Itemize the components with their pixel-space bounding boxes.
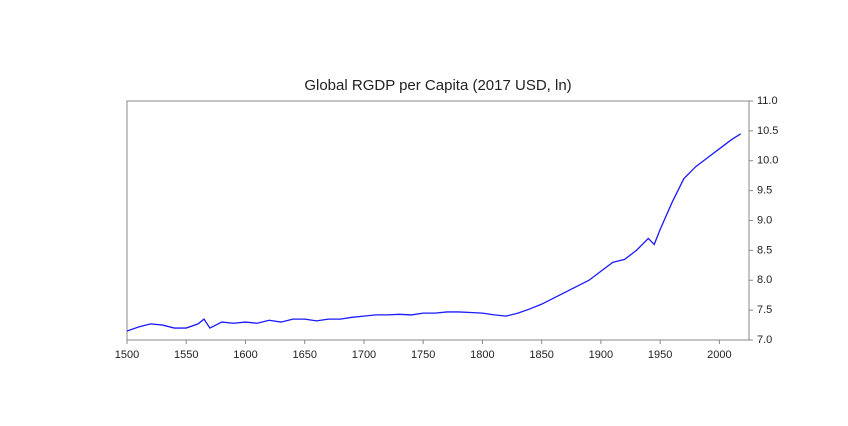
- x-tick-label: 1900: [589, 349, 613, 361]
- series-line: [126, 133, 742, 332]
- chart-title: Global RGDP per Capita (2017 USD, ln): [304, 77, 571, 94]
- x-tick-label: 1950: [648, 349, 672, 361]
- x-tick-label: 1550: [174, 349, 198, 361]
- y-tick-label: 11.0: [757, 95, 778, 107]
- x-tick-label: 1800: [470, 349, 494, 361]
- y-tick-label: 10.5: [757, 125, 778, 137]
- x-tick-label: 1500: [115, 349, 139, 361]
- y-tick-label: 7.5: [757, 304, 772, 316]
- x-tick-label: 2000: [707, 349, 731, 361]
- y-tick-label: 10.0: [757, 155, 778, 167]
- y-tick-label: 8.5: [757, 244, 772, 256]
- x-tick-label: 1850: [529, 349, 553, 361]
- y-tick-label: 8.0: [757, 274, 772, 286]
- x-tick-label: 1750: [411, 349, 435, 361]
- y-tick-label: 9.5: [757, 185, 772, 197]
- x-tick-label: 1650: [292, 349, 316, 361]
- plot-frame: [126, 100, 750, 341]
- x-tick-label: 1600: [233, 349, 257, 361]
- y-tick-label: 7.0: [757, 334, 772, 346]
- x-tick-label: 1700: [352, 349, 376, 361]
- y-tick-label: 9.0: [757, 214, 772, 226]
